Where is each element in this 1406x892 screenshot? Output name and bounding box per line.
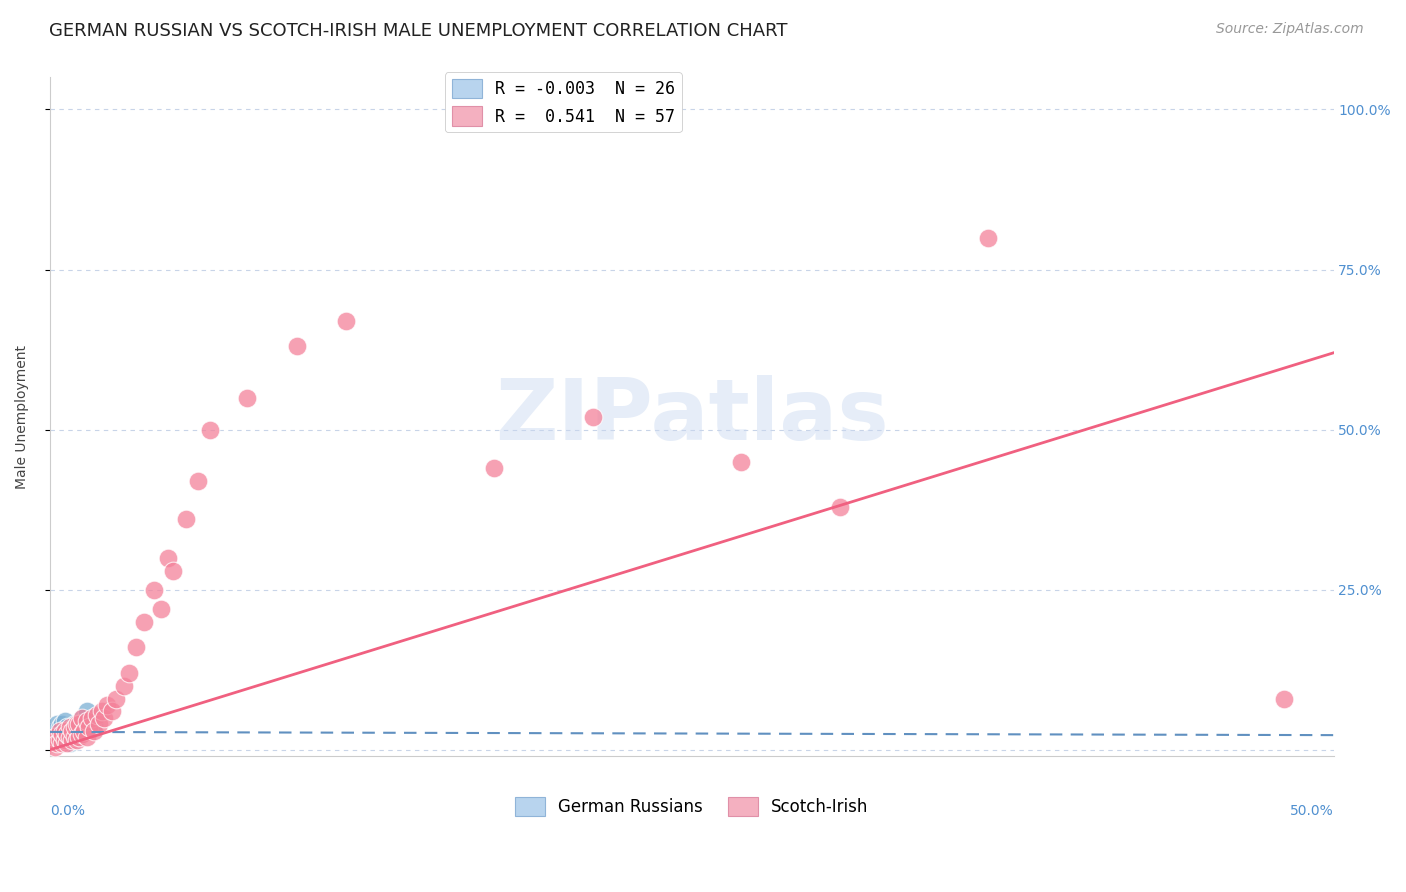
Point — [63, 721, 86, 735]
Point — [56, 721, 79, 735]
Text: Source: ZipAtlas.com: Source: ZipAtlas.com — [1216, 22, 1364, 37]
Point — [69, 717, 91, 731]
Text: GERMAN RUSSIAN VS SCOTCH-IRISH MALE UNEMPLOYMENT CORRELATION CHART: GERMAN RUSSIAN VS SCOTCH-IRISH MALE UNEM… — [49, 22, 787, 40]
Text: 50.0%: 50.0% — [1289, 804, 1333, 818]
Point — [53, 723, 76, 738]
Point — [76, 730, 98, 744]
Point — [66, 730, 89, 744]
Point — [51, 727, 73, 741]
Point — [76, 714, 98, 728]
Point — [66, 733, 89, 747]
Point — [51, 736, 73, 750]
Point — [89, 717, 111, 731]
Point — [70, 711, 93, 725]
Point — [44, 736, 66, 750]
Point — [66, 717, 89, 731]
Point — [187, 474, 209, 488]
Point — [93, 711, 115, 725]
Point — [48, 723, 70, 738]
Point — [41, 730, 63, 744]
Point — [69, 723, 91, 738]
Point — [96, 698, 118, 712]
Point — [200, 423, 222, 437]
Point — [977, 230, 1000, 244]
Point — [48, 736, 70, 750]
Point — [76, 705, 98, 719]
Point — [174, 512, 197, 526]
Point — [48, 733, 70, 747]
Legend: German Russians, Scotch-Irish: German Russians, Scotch-Irish — [508, 790, 876, 822]
Point — [56, 730, 79, 744]
Point — [118, 665, 141, 680]
Point — [83, 723, 105, 738]
Point — [58, 727, 80, 741]
Point — [48, 730, 70, 744]
Point — [63, 717, 86, 731]
Point — [58, 721, 80, 735]
Point — [70, 727, 93, 741]
Point — [335, 314, 357, 328]
Y-axis label: Male Unemployment: Male Unemployment — [15, 345, 30, 489]
Point — [70, 711, 93, 725]
Point — [60, 723, 83, 738]
Point — [56, 727, 79, 741]
Point — [53, 733, 76, 747]
Point — [132, 615, 155, 629]
Point — [44, 739, 66, 754]
Text: 0.0%: 0.0% — [49, 804, 84, 818]
Point — [63, 733, 86, 747]
Point — [58, 730, 80, 744]
Point — [60, 733, 83, 747]
Point — [90, 705, 112, 719]
Point — [46, 736, 69, 750]
Point — [157, 550, 180, 565]
Point — [1272, 691, 1295, 706]
Point — [105, 691, 128, 706]
Point — [828, 500, 851, 514]
Point — [60, 723, 83, 738]
Point — [53, 714, 76, 728]
Point — [41, 736, 63, 750]
Point — [73, 723, 96, 738]
Point — [83, 717, 105, 731]
Point — [79, 721, 101, 735]
Point — [56, 736, 79, 750]
Point — [149, 602, 172, 616]
Point — [285, 339, 308, 353]
Point — [236, 391, 259, 405]
Point — [80, 711, 103, 725]
Point — [125, 640, 148, 655]
Point — [46, 717, 69, 731]
Text: ZIPatlas: ZIPatlas — [495, 376, 889, 458]
Point — [44, 723, 66, 738]
Point — [100, 705, 122, 719]
Point — [48, 721, 70, 735]
Point — [58, 736, 80, 750]
Point — [112, 679, 135, 693]
Point — [142, 582, 165, 597]
Point — [730, 455, 752, 469]
Point — [582, 409, 605, 424]
Point — [51, 717, 73, 731]
Point — [46, 730, 69, 744]
Point — [482, 461, 505, 475]
Point — [86, 707, 108, 722]
Point — [69, 730, 91, 744]
Point — [44, 730, 66, 744]
Point — [51, 727, 73, 741]
Point — [63, 730, 86, 744]
Point — [51, 736, 73, 750]
Point — [53, 723, 76, 738]
Point — [162, 564, 184, 578]
Point — [53, 733, 76, 747]
